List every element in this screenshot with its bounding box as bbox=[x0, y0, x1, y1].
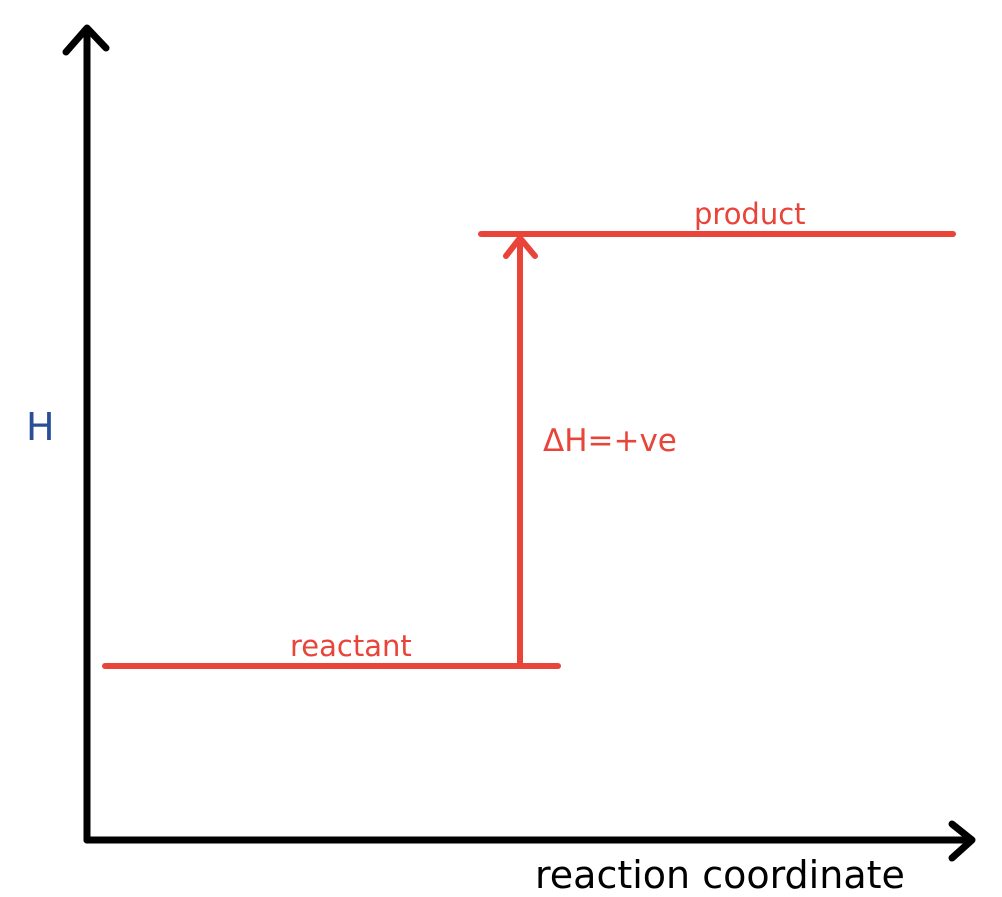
product-label: product bbox=[694, 197, 806, 231]
y-axis-arrowhead bbox=[62, 24, 110, 56]
y-axis-label: H bbox=[26, 405, 55, 449]
x-axis-label: reaction coordinate bbox=[535, 853, 905, 897]
x-axis-arrowhead bbox=[948, 820, 976, 862]
enthalpy-change-arrowhead bbox=[503, 235, 538, 259]
enthalpy-change-label: ΔH=+ve bbox=[543, 423, 677, 459]
reactant-label: reactant bbox=[290, 629, 412, 663]
